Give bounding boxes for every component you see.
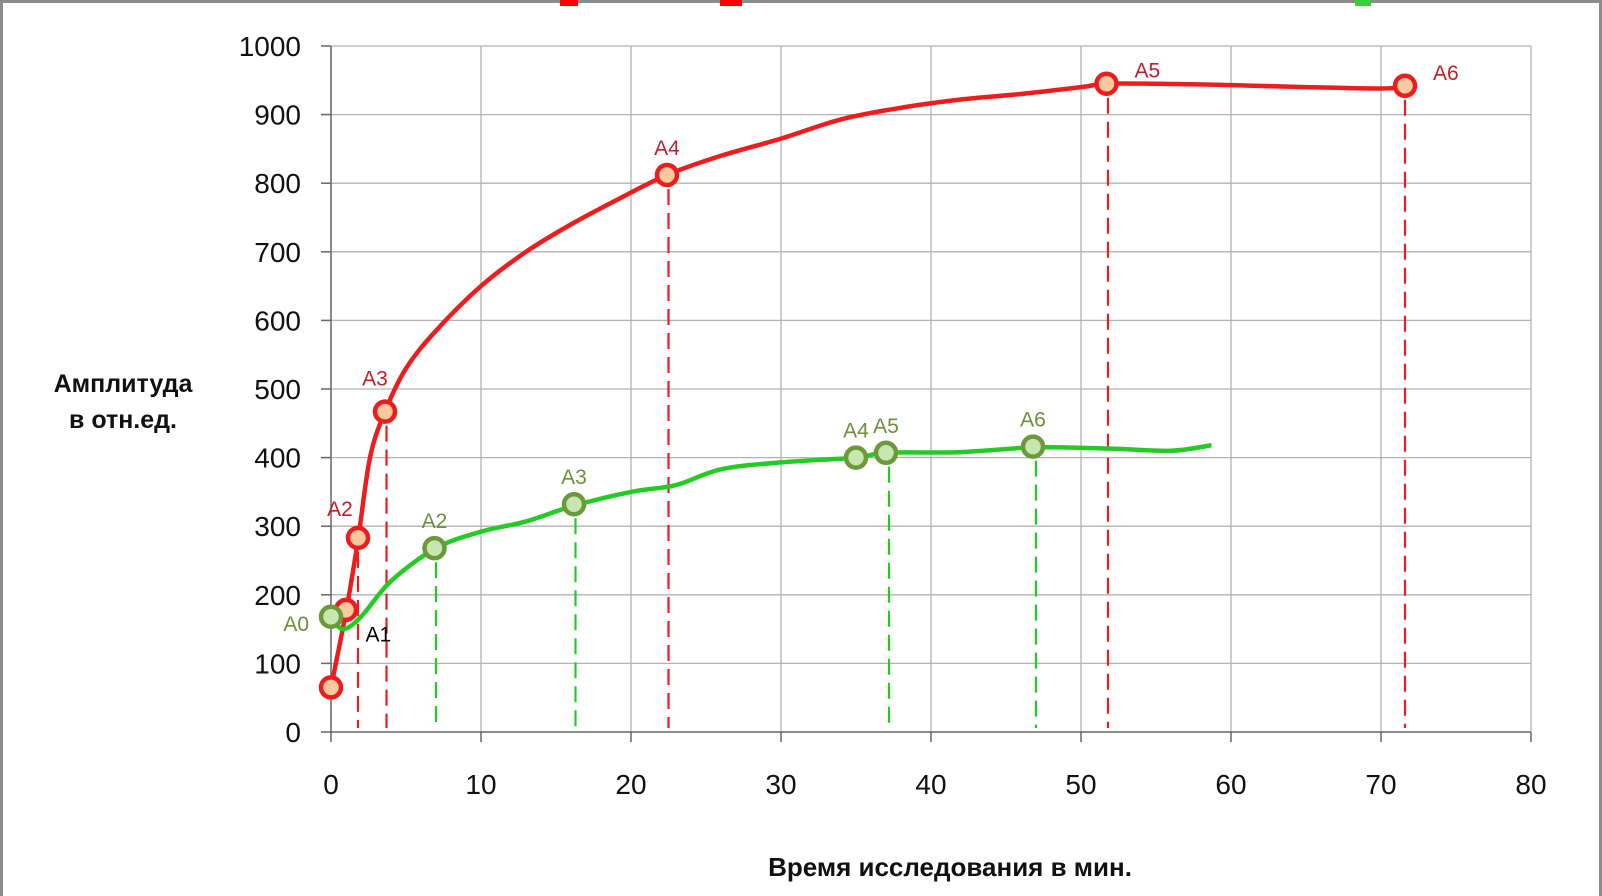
axes: [321, 45, 1532, 742]
annotation-label: A1: [366, 623, 392, 646]
y-tick-label: 400: [254, 443, 301, 474]
red-series-line: [328, 81, 1404, 688]
series-lines: [328, 81, 1404, 688]
x-tick-label: 0: [323, 769, 339, 800]
drop-lines: [356, 97, 1407, 728]
y-tick-label: 600: [254, 305, 301, 336]
green-point-marker: [561, 491, 587, 517]
red-point-label: A5: [1135, 60, 1161, 83]
green-point-label: A5: [873, 415, 899, 438]
x-tick-label: 50: [1065, 769, 1096, 800]
x-tick-label: 60: [1215, 769, 1246, 800]
red-point-label: A2: [327, 498, 353, 521]
green-point-label: A2: [422, 510, 448, 533]
y-tick-label: 200: [254, 580, 301, 611]
red-point-marker: [372, 399, 398, 424]
green-point-marker: [843, 445, 869, 470]
y-tick-label: 100: [254, 648, 301, 679]
x-tick-label: 70: [1365, 769, 1396, 800]
green-point-label: A6: [1020, 409, 1046, 432]
series-markers: [318, 71, 1418, 700]
grid-lines: [331, 45, 1532, 732]
green-point-marker: [318, 604, 344, 630]
title-strip: [0, 0, 1602, 6]
green-point-label: A0: [283, 613, 309, 636]
y-axis-label-line-2: в отн.ед.: [69, 406, 177, 434]
green-point-marker: [873, 440, 899, 466]
y-tick-label: 1000: [239, 31, 301, 62]
title-fragment-red-2: [720, 0, 742, 6]
green-point-label: A4: [843, 420, 869, 443]
x-tick-label: 40: [915, 769, 946, 800]
red-point-marker: [345, 525, 371, 551]
red-point-marker: [318, 675, 344, 700]
x-tick-label: 10: [465, 769, 496, 800]
x-tick-label: 30: [765, 769, 796, 800]
red-point-marker: [1094, 71, 1119, 96]
tick-labels: 0 100 200 300 400 500 600 700 800 900 1000 0 10 20 30 4…: [239, 31, 1547, 800]
red-point-marker: [1392, 73, 1418, 99]
red-point-label: A4: [654, 137, 680, 160]
green-point-marker: [422, 535, 447, 561]
title-fragment-green: [1355, 0, 1371, 6]
title-fragment-red: [560, 0, 578, 6]
y-tick-label: 0: [285, 717, 301, 748]
green-point-label: A3: [561, 466, 587, 489]
y-tick-label: 800: [254, 168, 301, 199]
x-tick-label: 80: [1515, 769, 1546, 800]
red-point-marker: [654, 162, 680, 188]
y-tick-label: 500: [254, 374, 301, 405]
green-point-marker: [1020, 434, 1046, 459]
x-axis-label: Время исследования в мин.: [768, 852, 1132, 882]
y-axis-label: Амплитуда в отн.ед.: [38, 366, 208, 438]
y-tick-label: 300: [254, 511, 301, 542]
x-tick-label: 20: [615, 769, 646, 800]
y-tick-label: 900: [254, 100, 301, 131]
red-point-label: A3: [362, 368, 388, 391]
y-tick-label: 700: [254, 237, 301, 268]
y-axis-label-line-1: Амплитуда: [53, 370, 193, 398]
red-point-label: A6: [1433, 62, 1459, 85]
green-series-line: [329, 443, 1212, 632]
